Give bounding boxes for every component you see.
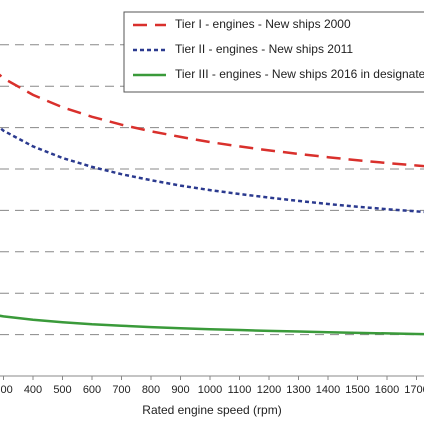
x-tick-label: 700 <box>112 384 130 396</box>
series-line <box>0 314 424 336</box>
series-line <box>0 126 424 214</box>
x-tick-label: 900 <box>171 384 189 396</box>
x-tick-label: 1200 <box>257 384 281 396</box>
x-tick-label: 1700 <box>404 384 424 396</box>
x-tick-label: 800 <box>142 384 160 396</box>
x-tick-label: 1500 <box>345 384 369 396</box>
x-axis-label: Rated engine speed (rpm) <box>142 403 281 417</box>
x-tick-label: 1300 <box>286 384 310 396</box>
x-tick-label: 1100 <box>228 384 252 396</box>
x-tick-label: 400 <box>24 384 42 396</box>
x-tick-label: 500 <box>53 384 71 396</box>
x-tick-label: 1000 <box>198 384 222 396</box>
legend-label: Tier III - engines - New ships 2016 in d… <box>175 67 424 81</box>
series-line <box>0 73 424 168</box>
legend-label: Tier II - engines - New ships 2011 <box>175 42 353 56</box>
x-tick-label: 300 <box>0 384 13 396</box>
x-tick-label: 1600 <box>375 384 399 396</box>
legend: Tier I - engines - New ships 2000 Tier II… <box>123 11 424 93</box>
x-tick-label: 1400 <box>316 384 340 396</box>
x-tick-label: 600 <box>83 384 101 396</box>
legend-box <box>123 11 424 93</box>
legend-label: Tier I - engines - New ships 2000 <box>175 17 351 31</box>
